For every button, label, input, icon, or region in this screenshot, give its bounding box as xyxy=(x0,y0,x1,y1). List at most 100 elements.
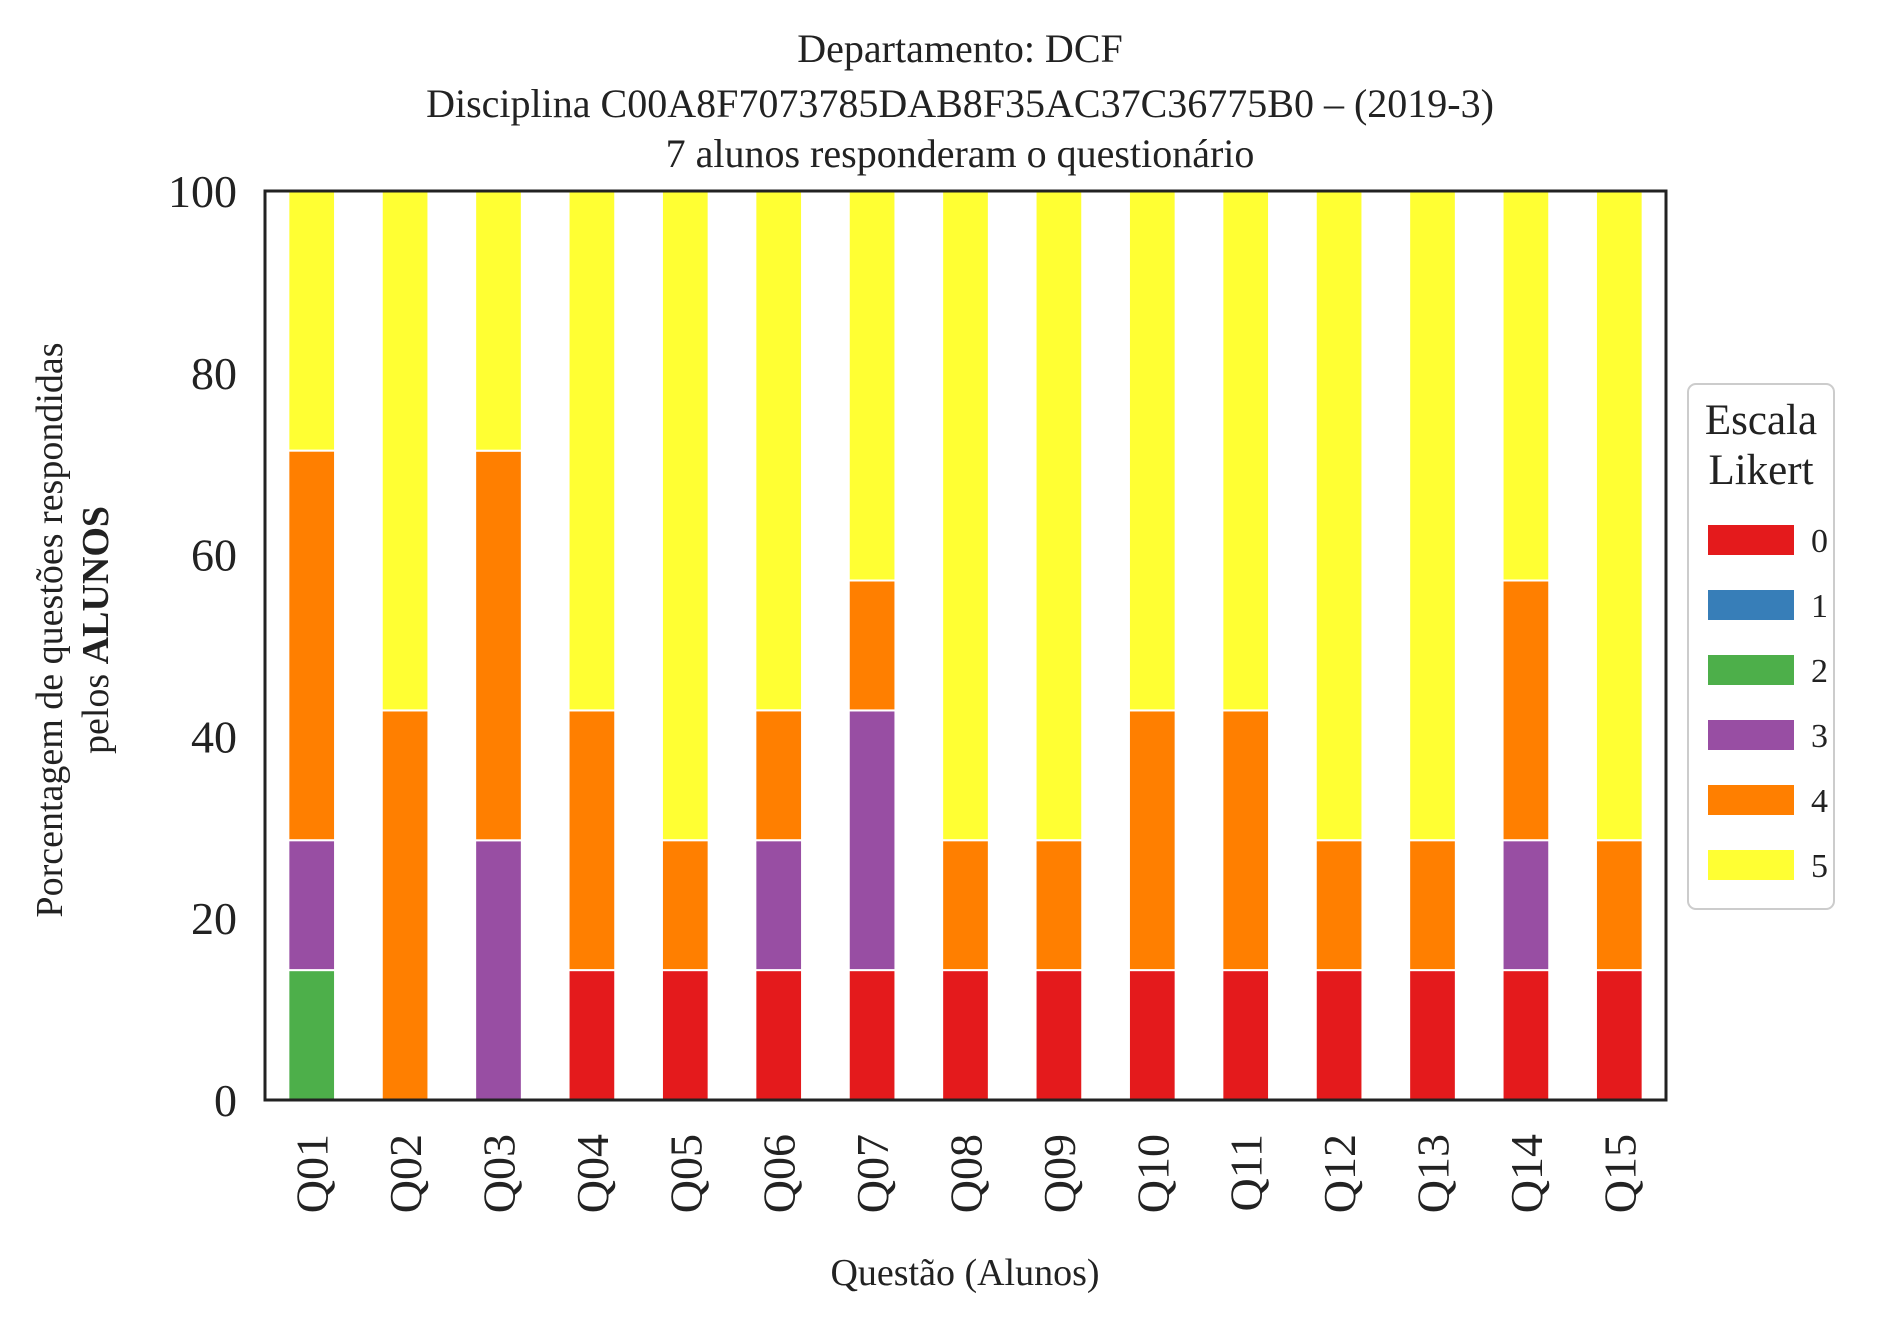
bar-segment-q07-scale-4 xyxy=(847,579,897,712)
bar-segment-q04-scale-4 xyxy=(567,709,617,972)
bar-segment-q15-scale-5 xyxy=(1594,189,1644,842)
legend-title-line-1: Escala xyxy=(1705,397,1817,444)
bar-segment-q01-scale-2 xyxy=(287,969,337,1101)
bar-segment-q14-scale-3 xyxy=(1501,839,1551,972)
bar-segment-q10-scale-0 xyxy=(1127,969,1177,1101)
x-tick-label-q13: Q13 xyxy=(1408,1134,1459,1213)
bar-segment-q01-scale-5 xyxy=(287,189,337,452)
x-tick-label-q11: Q11 xyxy=(1221,1134,1272,1212)
y-axis-ticks: 0 20 40 60 80 100 xyxy=(168,166,237,1126)
y-axis-label-prefix: pelos xyxy=(75,664,117,754)
legend-swatch-0 xyxy=(1708,525,1794,555)
x-tick-label-q10: Q10 xyxy=(1127,1134,1178,1213)
bar-segment-q14-scale-4 xyxy=(1501,579,1551,842)
bar-segment-q04-scale-0 xyxy=(567,969,617,1101)
y-axis-label-line-2: pelos ALUNOS xyxy=(75,506,117,754)
x-axis-label: Questão (Alunos) xyxy=(830,1252,1099,1294)
legend-swatch-5 xyxy=(1708,850,1794,880)
x-tick-label-q12: Q12 xyxy=(1314,1134,1365,1213)
y-tick-label: 0 xyxy=(214,1075,237,1126)
bar-segment-q02-scale-4 xyxy=(380,709,430,1101)
legend-swatch-4 xyxy=(1708,785,1794,815)
bar-segment-q15-scale-0 xyxy=(1594,969,1644,1101)
bar-segment-q15-scale-4 xyxy=(1594,839,1644,972)
bar-segment-q07-scale-0 xyxy=(847,969,897,1101)
x-axis-ticks: Q01 Q02 Q03 Q04 Q05 Q06 Q07 Q08 Q09 Q10 Q11 Q12 Q13 Q… xyxy=(287,1134,1646,1213)
legend-label-0: 0 xyxy=(1811,523,1828,560)
x-tick-label-q14: Q14 xyxy=(1501,1134,1552,1213)
x-tick-label-q01: Q01 xyxy=(287,1134,338,1213)
bars-group xyxy=(287,189,1644,1101)
bar-segment-q01-scale-4 xyxy=(287,449,337,842)
x-tick-label-q08: Q08 xyxy=(941,1134,992,1213)
bar-segment-q14-scale-0 xyxy=(1501,969,1551,1101)
bar-segment-q11-scale-0 xyxy=(1221,969,1271,1101)
x-tick-label-q02: Q02 xyxy=(380,1134,431,1213)
x-tick-label-q06: Q06 xyxy=(754,1134,805,1213)
bar-segment-q05-scale-4 xyxy=(660,839,710,972)
bar-segment-q05-scale-0 xyxy=(660,969,710,1101)
bar-segment-q07-scale-3 xyxy=(847,709,897,972)
y-tick-label: 60 xyxy=(191,530,237,581)
bar-segment-q13-scale-5 xyxy=(1408,189,1457,842)
bar-segment-q12-scale-4 xyxy=(1314,839,1364,972)
bar-segment-q10-scale-4 xyxy=(1127,709,1177,972)
y-axis-label: Porcentagem de questões respondidas pelo… xyxy=(29,342,117,917)
bar-segment-q13-scale-4 xyxy=(1408,839,1457,972)
plot-frame xyxy=(263,189,1668,1102)
legend-swatch-3 xyxy=(1708,720,1794,750)
bar-segment-q09-scale-4 xyxy=(1034,839,1084,972)
x-tick-label-q09: Q09 xyxy=(1034,1134,1085,1213)
legend-label-3: 3 xyxy=(1811,718,1828,755)
legend-items: 0 1 2 3 4 5 xyxy=(1708,523,1828,885)
chart-title: Departamento: DCF Disciplina C00A8F70737… xyxy=(426,26,1494,176)
bar-segment-q01-scale-3 xyxy=(287,839,337,972)
title-line-3: 7 alunos responderam o questionário xyxy=(666,131,1255,176)
y-axis-label-bold: ALUNOS xyxy=(75,506,117,664)
bar-segment-q14-scale-5 xyxy=(1501,189,1551,582)
bar-segment-q06-scale-0 xyxy=(754,969,804,1101)
x-tick-label-q07: Q07 xyxy=(847,1134,898,1213)
bar-segment-q06-scale-3 xyxy=(754,839,804,972)
bar-segment-q03-scale-4 xyxy=(474,449,523,842)
bar-segment-q12-scale-5 xyxy=(1314,189,1364,842)
bar-segment-q11-scale-5 xyxy=(1221,190,1271,712)
x-tick-label-q04: Q04 xyxy=(567,1134,618,1213)
bar-segment-q07-scale-5 xyxy=(847,189,897,582)
legend-label-4: 4 xyxy=(1811,783,1828,820)
x-tick-label-q15: Q15 xyxy=(1594,1134,1645,1213)
y-tick-label: 40 xyxy=(191,711,237,762)
bar-segment-q08-scale-5 xyxy=(941,189,990,842)
bar-segment-q03-scale-3 xyxy=(474,839,523,1101)
bar-segment-q02-scale-5 xyxy=(380,190,430,712)
bar-segment-q06-scale-4 xyxy=(754,709,804,842)
title-line-2: Disciplina C00A8F7073785DAB8F35AC37C3677… xyxy=(426,81,1494,126)
legend-swatch-1 xyxy=(1708,590,1794,620)
legend-label-5: 5 xyxy=(1811,848,1828,885)
bar-segment-q09-scale-0 xyxy=(1034,969,1084,1101)
x-tick-label-q03: Q03 xyxy=(474,1134,525,1213)
y-tick-label: 20 xyxy=(191,893,237,944)
title-line-1: Departamento: DCF xyxy=(797,26,1123,71)
bar-segment-q03-scale-5 xyxy=(474,190,523,452)
bar-segment-q08-scale-0 xyxy=(941,969,990,1101)
bar-segment-q11-scale-4 xyxy=(1221,709,1271,972)
legend-swatch-2 xyxy=(1708,655,1794,685)
y-tick-label: 100 xyxy=(168,166,237,217)
legend-title-line-2: Likert xyxy=(1708,447,1813,494)
y-axis-label-line-1: Porcentagem de questões respondidas xyxy=(29,342,71,917)
legend-label-2: 2 xyxy=(1811,653,1828,690)
legend-label-1: 1 xyxy=(1811,588,1828,625)
bar-segment-q10-scale-5 xyxy=(1127,190,1177,712)
y-tick-label: 80 xyxy=(191,348,237,399)
bar-segment-q05-scale-5 xyxy=(660,189,710,842)
bar-segment-q09-scale-5 xyxy=(1034,189,1084,842)
bar-segment-q08-scale-4 xyxy=(941,839,990,972)
bar-segment-q12-scale-0 xyxy=(1314,969,1364,1101)
legend: Escala Likert 0 1 2 3 4 5 xyxy=(1687,383,1835,910)
bar-segment-q13-scale-0 xyxy=(1408,969,1457,1101)
bar-segment-q04-scale-5 xyxy=(567,190,617,712)
x-tick-label-q05: Q05 xyxy=(660,1134,711,1213)
legend-frame xyxy=(1687,383,1835,910)
